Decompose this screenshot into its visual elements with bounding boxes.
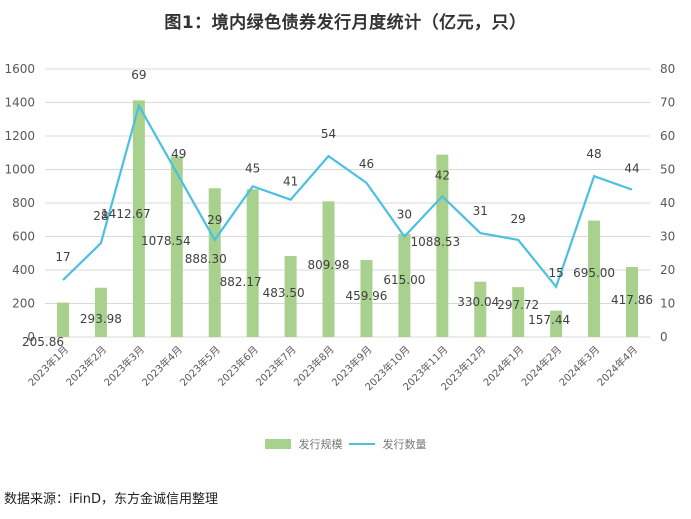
bar [474,281,487,337]
combo-chart: 0 200 400 600 800 1000 1200 1400 1600 0 10 20 30 40 5… [4,62,675,393]
right-tick-label: 50 [660,163,675,177]
legend: 发行规模 发行数量 [0,436,691,452]
right-tick-label: 0 [660,330,668,344]
left-axis-ticks: 0 200 400 600 800 1000 1200 1400 1600 [4,62,35,344]
line-data-label: 42 [435,168,450,182]
legend-bar-label: 发行规模 [298,438,343,451]
left-tick-label: 1000 [4,163,35,177]
bar-data-label: 809.98 [308,258,350,272]
legend-bar-swatch-icon [264,439,291,449]
line-data-label: 46 [359,157,374,171]
right-tick-label: 80 [660,62,675,76]
bar-series-issuance-amount [57,100,638,337]
bar-data-label: 882.17 [220,275,262,289]
bar-data-label: 157.44 [528,313,570,327]
right-tick-label: 70 [660,96,675,110]
data-source-note: 数据来源：iFinD，东方金诚信用整理 [4,492,219,507]
right-axis-ticks: 0 10 20 30 40 50 60 70 80 [660,62,675,344]
gridlines [45,68,650,338]
line-series-issuance-count [62,102,633,290]
left-tick-label: 600 [12,230,35,244]
bar-data-label: 1412.67 [101,207,151,221]
bar [626,267,638,337]
line-data-labels: 17 28 69 49 29 45 41 54 46 30 42 31 29 15 48 44 [55,68,639,280]
x-tick-label: 2024年4月 [594,343,640,389]
line-data-label: 54 [321,127,336,141]
left-tick-label: 1200 [4,129,35,143]
chart-title: 图1：境内绿色债券发行月度统计（亿元，只） [164,13,527,33]
line-data-label: 48 [586,147,601,161]
bar-data-label: 297.72 [497,298,539,312]
line-data-label: 69 [131,68,146,82]
bar-data-label: 417.86 [611,293,653,307]
bar-data-label: 459.96 [345,289,387,303]
line-data-label: 28 [93,209,108,223]
bar [284,256,297,337]
bar-data-label: 205.86 [22,335,64,349]
bar [588,220,601,337]
bar [360,259,373,337]
left-tick-label: 800 [12,196,35,210]
left-tick-label: 200 [12,297,35,311]
bar-data-label: 293.98 [80,312,122,326]
bar-data-labels: 205.86 293.98 1412.67 1078.54 888.30 882.1748… [22,207,653,349]
line-data-label: 41 [283,175,298,189]
bar [57,302,69,337]
line-data-label: 45 [245,161,260,175]
bar [550,310,563,337]
bar-data-label: 615.00 [383,273,425,287]
bar-data-label: 330.04 [457,295,499,309]
x-axis-labels: 2023年1月2023年2月2023年3月2023年4月2023年5月2023年… [25,343,640,393]
left-tick-label: 0 [27,330,35,344]
line-data-label: 29 [511,212,526,226]
right-tick-label: 10 [660,297,675,311]
legend-line-swatch-icon [348,443,375,445]
line-data-label: 49 [171,147,186,161]
bar [170,156,183,337]
right-tick-label: 20 [660,263,675,277]
left-tick-label: 1400 [4,96,35,110]
line-data-label: 15 [548,266,563,280]
line-data-label: 17 [55,250,70,264]
line-data-label: 29 [207,213,222,227]
line-data-label: 30 [397,208,412,222]
bar [512,287,525,337]
bar [398,233,411,337]
left-tick-label: 1600 [4,62,35,76]
left-tick-label: 400 [12,263,35,277]
right-tick-label: 40 [660,196,675,210]
bar-data-label: 695.00 [573,266,615,280]
bar-data-label: 483.50 [263,286,305,300]
bar-data-label: 1078.54 [141,234,191,248]
line-data-label: 31 [473,204,488,218]
line-data-label: 44 [624,162,639,176]
bar [246,189,259,337]
bar-data-label: 888.30 [185,252,227,266]
right-tick-label: 60 [660,129,675,143]
right-tick-label: 30 [660,230,675,244]
bar-data-label: 1088.53 [411,235,461,249]
bar [94,287,107,337]
bar [322,201,335,337]
bar [208,188,221,337]
legend-line-label: 发行数量 [382,438,427,451]
bar [132,100,145,337]
